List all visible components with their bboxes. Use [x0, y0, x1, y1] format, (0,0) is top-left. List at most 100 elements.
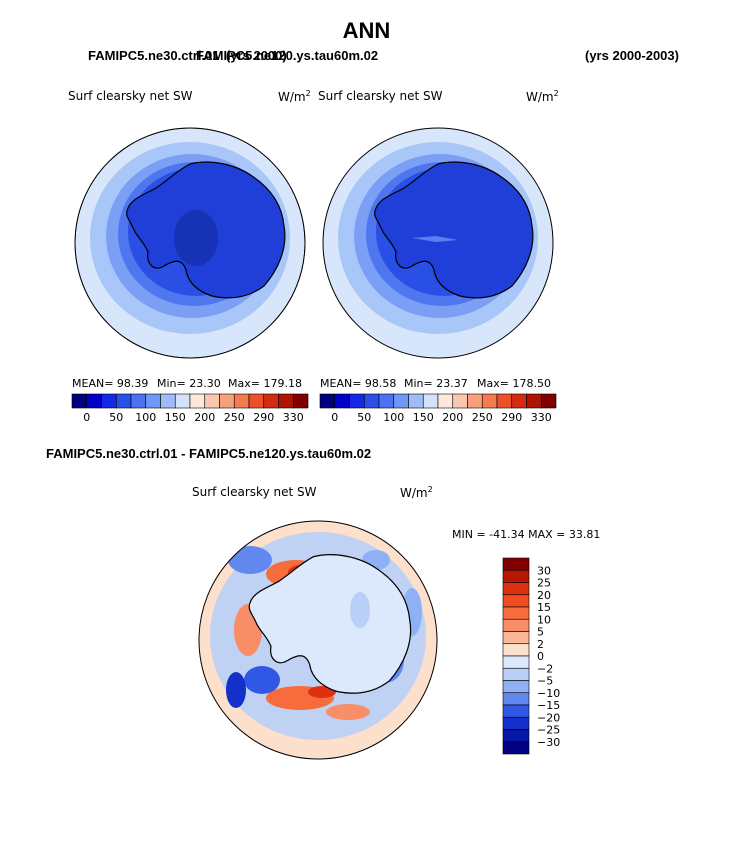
colorbar-tick-label: 100	[383, 411, 404, 424]
colorbar-swatch	[511, 393, 527, 409]
colorbar-tick-label: 25	[537, 577, 551, 590]
colorbar-tick-label: 50	[357, 411, 371, 424]
panel-1-min: Min= 23.30	[157, 377, 221, 390]
colorbar-swatch	[502, 594, 530, 608]
colorbar-tick-label: 290	[253, 411, 274, 424]
years-label: (yrs 2000-2003)	[585, 48, 679, 63]
colorbar-swatch	[502, 729, 530, 743]
colorbar-swatch	[174, 393, 191, 409]
map-panel-diff-border	[198, 520, 438, 760]
colorbar-swatch	[540, 393, 557, 409]
map-panel-1	[75, 128, 305, 358]
colorbar-tick-label: 150	[413, 411, 434, 424]
colorbar-swatch	[502, 631, 530, 645]
colorbar-tick-label: −25	[537, 724, 560, 737]
panel-2-max: Max= 178.50	[477, 377, 551, 390]
colorbar-swatch	[502, 618, 530, 632]
colorbar-tick-label: 5	[537, 626, 544, 639]
map-panel-2-border	[322, 127, 554, 359]
panel-1-mean: MEAN= 98.39	[72, 377, 149, 390]
diff-var-label: Surf clearsky net SW	[192, 485, 317, 499]
colorbar-swatch	[204, 393, 220, 409]
colorbar-swatch	[145, 393, 161, 409]
colorbar-swatch	[502, 557, 530, 571]
colorbar-swatch	[496, 393, 513, 409]
panel-2-unit-label: W/m2	[526, 89, 559, 104]
colorbar-swatch	[363, 393, 380, 409]
colorbar-swatch	[233, 393, 250, 409]
colorbar-tick-label: 20	[537, 589, 551, 602]
diff-case-title: FAMIPC5.ne30.ctrl.01 - FAMIPC5.ne120.ys.…	[46, 446, 372, 461]
colorbar-tick-label: 330	[283, 411, 304, 424]
colorbar-tick-label: 0	[83, 411, 90, 424]
colorbar-swatch	[334, 393, 350, 409]
diff-unit-label: W/m2	[400, 485, 433, 500]
colorbar-panel-2: 0 50 100 150 200 250 290 330	[319, 393, 557, 424]
colorbar-swatch	[502, 667, 530, 681]
colorbar-swatch	[319, 393, 336, 409]
colorbar-swatch	[481, 393, 498, 409]
colorbar-tick-label: 0	[331, 411, 338, 424]
colorbar-tick-label: 50	[109, 411, 123, 424]
colorbar-swatch	[248, 393, 265, 409]
colorbar-swatch	[502, 606, 530, 620]
colorbar-swatch	[526, 393, 542, 409]
colorbar-swatch	[115, 393, 132, 409]
colorbar-tick-label: −20	[537, 711, 560, 724]
colorbar-swatch	[502, 569, 530, 583]
colorbar-swatch	[263, 393, 279, 409]
map-panel-1-border	[74, 127, 306, 359]
case-name-left: FAMIPC5.ne30.ctrl.01	[88, 48, 220, 63]
panel-2-min: Min= 23.37	[404, 377, 468, 390]
colorbar-tick-label: 330	[531, 411, 552, 424]
colorbar-tick-label: 30	[537, 564, 551, 577]
case-name-right: FAMIPC5.ne120.ys.tau60m.02	[196, 48, 379, 63]
colorbar-swatch	[160, 393, 176, 409]
colorbar-swatch	[378, 393, 395, 409]
colorbar-panel-1: 0 50 100 150 200 250 290 330	[71, 393, 309, 424]
colorbar-swatch	[86, 393, 102, 409]
colorbar-swatch	[502, 655, 530, 669]
colorbar-swatch	[393, 393, 409, 409]
colorbar-swatch	[219, 393, 235, 409]
plot-title: ANN	[342, 18, 391, 43]
colorbar-swatch	[502, 692, 530, 706]
colorbar-swatch	[467, 393, 483, 409]
colorbar-tick-label: 150	[165, 411, 186, 424]
diff-min-max: MIN = -41.34 MAX = 33.81	[452, 528, 601, 541]
panel-2-mean: MEAN= 98.58	[320, 377, 397, 390]
colorbar-tick-label: 290	[501, 411, 522, 424]
colorbar-swatch	[502, 582, 530, 596]
colorbar-swatch	[349, 393, 365, 409]
colorbar-swatch	[502, 716, 530, 730]
case-years-overlap: (yrs 2000)	[226, 48, 287, 63]
colorbar-tick-label: 100	[135, 411, 156, 424]
colorbar-swatch	[278, 393, 294, 409]
colorbar-swatch	[422, 393, 439, 409]
colorbar-tick-label: 15	[537, 601, 551, 614]
map-panel-diff	[199, 521, 437, 759]
colorbar-tick-label: −2	[537, 662, 553, 675]
map-panel-2	[323, 128, 553, 358]
panel-1-max: Max= 179.18	[228, 377, 302, 390]
colorbar-swatch	[130, 393, 147, 409]
colorbar-swatch	[502, 704, 530, 718]
colorbar-swatch	[502, 741, 530, 755]
colorbar-tick-label: 10	[537, 613, 551, 626]
colorbar-swatch	[437, 393, 454, 409]
panel-1-unit-label: W/m2	[278, 89, 311, 104]
colorbar-swatch	[292, 393, 309, 409]
colorbar-tick-label: −30	[537, 736, 560, 749]
colorbar-swatch	[189, 393, 206, 409]
colorbar-tick-label: −10	[537, 687, 560, 700]
colorbar-swatch	[71, 393, 88, 409]
colorbar-tick-label: 200	[442, 411, 463, 424]
colorbar-swatch	[452, 393, 468, 409]
colorbar-tick-label: 2	[537, 638, 544, 651]
colorbar-tick-label: −5	[537, 675, 553, 688]
colorbar-tick-label: 250	[224, 411, 245, 424]
colorbar-swatch	[101, 393, 117, 409]
panel-2-var-label: Surf clearsky net SW	[318, 89, 443, 103]
colorbar-tick-label: 0	[537, 650, 544, 663]
